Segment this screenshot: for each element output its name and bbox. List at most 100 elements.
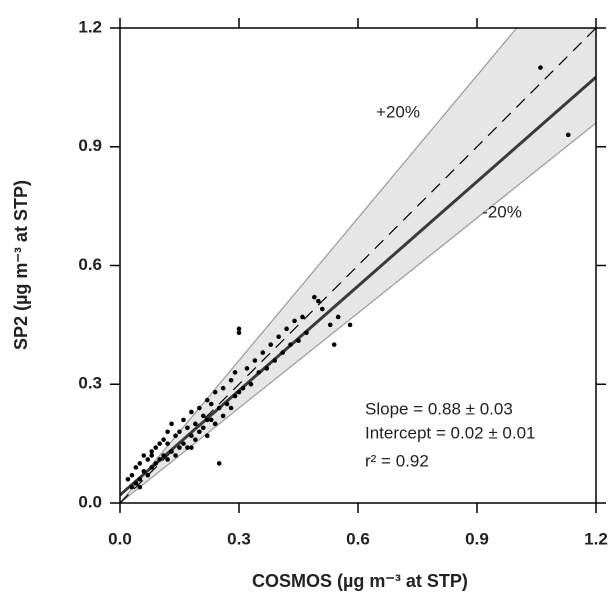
x-tick-label: 1.2 (584, 529, 608, 548)
data-point (228, 377, 234, 383)
data-point (228, 405, 234, 411)
data-point (565, 132, 571, 138)
data-point (248, 381, 254, 387)
data-point (320, 306, 325, 312)
data-point (316, 298, 321, 304)
data-point (331, 342, 337, 347)
data-point (296, 338, 301, 344)
data-point (165, 457, 170, 462)
data-point (201, 413, 206, 419)
data-point (161, 437, 166, 442)
data-point (149, 453, 155, 458)
y-tick-label: 1.2 (78, 17, 102, 36)
data-point (137, 476, 143, 482)
data-point (256, 370, 262, 375)
data-point (133, 465, 139, 470)
data-point (212, 421, 218, 427)
data-point (129, 484, 135, 490)
data-point (232, 370, 238, 375)
data-point (244, 366, 250, 371)
x-tick-label: 0.3 (227, 529, 251, 548)
one-to-one-line (120, 28, 596, 503)
stats-annotation: Intercept = 0.02 ± 0.01 (365, 423, 535, 442)
data-point (181, 417, 186, 423)
data-point (236, 326, 242, 332)
data-point (165, 429, 170, 435)
data-point (189, 409, 194, 415)
data-point (177, 429, 182, 435)
data-point (185, 425, 190, 431)
y-tick-label: 0.6 (78, 255, 102, 274)
data-point (157, 441, 162, 446)
data-point (193, 421, 198, 427)
data-point (169, 421, 174, 427)
envelope-label: +20% (376, 102, 420, 121)
data-point (272, 358, 278, 363)
data-point (204, 417, 210, 423)
data-point (312, 294, 317, 300)
data-point (145, 457, 151, 462)
data-point (216, 405, 222, 411)
data-point (204, 433, 210, 439)
data-point (335, 314, 341, 320)
data-point (157, 457, 162, 462)
data-point (284, 326, 289, 332)
data-point (236, 330, 242, 336)
y-tick-label: 0.3 (78, 374, 102, 393)
data-point (201, 425, 206, 431)
data-point (236, 389, 242, 395)
x-axis-label: COSMOS (µg m⁻³ at STP) (252, 571, 468, 591)
data-point (193, 437, 198, 442)
data-point (185, 445, 190, 450)
data-point (268, 342, 274, 347)
data-point (204, 397, 210, 403)
data-point (165, 441, 170, 446)
plot-area (120, 28, 596, 503)
data-point (141, 453, 147, 458)
y-tick-label: 0.0 (78, 492, 102, 511)
data-point (538, 65, 543, 70)
data-point (216, 461, 222, 466)
data-point (208, 401, 214, 407)
data-point (141, 469, 147, 474)
fit-line (120, 75, 596, 497)
data-point (125, 476, 131, 482)
data-point (208, 417, 214, 423)
data-point (288, 342, 293, 347)
x-tick-label: 0.9 (465, 529, 489, 548)
data-point (264, 366, 270, 371)
y-axis-label: SP2 (µg m⁻³ at STP) (11, 180, 31, 350)
data-point (224, 401, 230, 407)
data-point (153, 445, 158, 450)
x-tick-label: 0.6 (346, 529, 370, 548)
data-point (189, 433, 194, 439)
data-point (197, 429, 202, 435)
data-point (181, 441, 186, 446)
envelope-line (120, 122, 596, 503)
stats-annotation: r² = 0.92 (365, 451, 429, 470)
data-point (149, 449, 155, 454)
data-point (173, 453, 178, 458)
data-point (327, 322, 333, 328)
data-point (292, 318, 297, 324)
data-point (304, 330, 309, 336)
data-point (169, 449, 174, 454)
data-point (300, 314, 305, 320)
data-point (240, 385, 246, 391)
stats-annotation: Slope = 0.88 ± 0.03 (365, 399, 513, 418)
data-point (189, 445, 194, 450)
envelope-label: -20% (482, 202, 522, 221)
x-tick-label: 0.0 (108, 529, 132, 548)
data-point (280, 350, 285, 355)
data-point (129, 472, 135, 478)
data-point (197, 405, 202, 411)
data-point (177, 445, 182, 450)
data-point (137, 484, 143, 490)
data-point (133, 480, 139, 486)
data-point (212, 389, 218, 395)
data-point (149, 465, 155, 470)
data-point (252, 358, 258, 363)
data-point (173, 433, 178, 439)
data-point (153, 461, 158, 466)
